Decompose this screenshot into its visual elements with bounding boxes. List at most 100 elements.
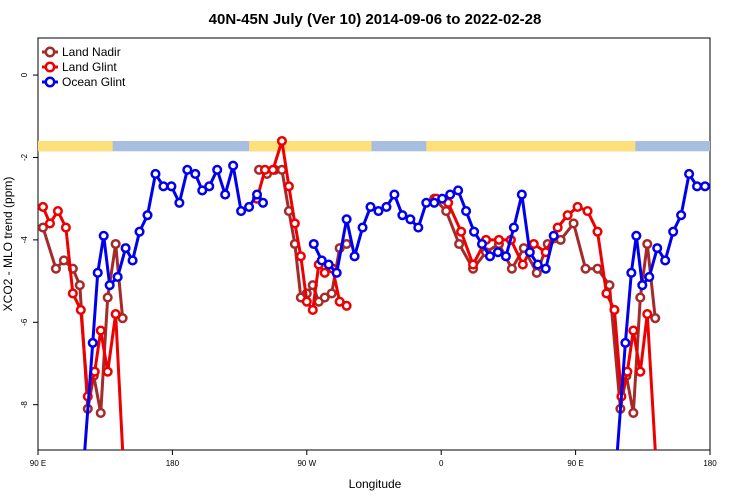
- data-point: [95, 407, 106, 418]
- data-point: [628, 407, 639, 418]
- x-tick-label: 180: [166, 459, 180, 468]
- data-point: [251, 189, 263, 200]
- data-point: [38, 201, 49, 212]
- strip-land-1: [249, 141, 372, 152]
- data-point: [454, 238, 465, 250]
- data-point: [257, 197, 269, 208]
- x-tick-label: 180: [703, 459, 717, 468]
- data-point: [484, 251, 496, 262]
- y-tick-label: -2: [20, 153, 29, 161]
- data-point: [461, 205, 472, 217]
- data-point: [267, 164, 279, 175]
- data-point: [692, 181, 703, 192]
- data-point: [413, 222, 424, 233]
- data-point: [357, 222, 368, 233]
- data-point: [582, 205, 593, 217]
- data-point: [283, 181, 294, 192]
- data-point: [331, 267, 342, 278]
- data-point: [493, 234, 504, 245]
- data-point: [365, 201, 376, 212]
- y-tick-label: -4: [20, 236, 29, 244]
- data-point: [468, 259, 479, 270]
- data-point: [635, 366, 646, 377]
- legend-swatch-marker: [44, 46, 56, 58]
- data-point: [421, 197, 432, 208]
- data-point: [98, 230, 109, 241]
- series-line: [615, 170, 706, 450]
- data-point: [492, 247, 503, 258]
- series-land-nadir: [38, 164, 661, 418]
- data-point: [316, 255, 327, 266]
- data-point: [228, 160, 239, 171]
- data-point: [319, 267, 330, 278]
- data-point: [373, 205, 384, 217]
- data-point: [397, 210, 408, 221]
- data-point: [676, 210, 687, 221]
- data-point: [637, 280, 648, 291]
- data-point: [301, 296, 312, 307]
- legend-item: Land Nadir: [42, 45, 121, 59]
- data-point: [259, 164, 271, 175]
- data-point: [38, 222, 49, 233]
- y-axis-label: XCO2 - MLO trend (ppm): [1, 177, 15, 312]
- data-point: [650, 313, 661, 324]
- data-point: [555, 234, 566, 245]
- y-tick-label: 0: [20, 72, 29, 77]
- legend-item: Land Glint: [42, 60, 117, 74]
- legend-label: Ocean Glint: [62, 75, 126, 89]
- data-point: [572, 201, 583, 212]
- data-point: [87, 337, 98, 348]
- data-point: [441, 205, 452, 217]
- x-axis-label: Longitude: [349, 477, 402, 491]
- data-point: [644, 271, 655, 283]
- data-point: [562, 210, 573, 221]
- data-point: [142, 210, 153, 221]
- y-tick-label: -6: [20, 318, 29, 326]
- data-point: [134, 226, 145, 237]
- strip-land-0: [38, 141, 113, 152]
- data-point: [660, 255, 671, 266]
- data-point: [197, 185, 208, 196]
- strip-ocean: [38, 141, 710, 152]
- plot-area: [37, 37, 711, 451]
- data-point: [58, 255, 69, 266]
- data-point: [516, 189, 527, 200]
- data-point: [117, 313, 128, 324]
- data-point: [524, 247, 535, 258]
- data-point: [506, 263, 517, 274]
- data-point: [166, 181, 177, 192]
- data-point: [635, 292, 646, 303]
- data-point: [50, 263, 61, 274]
- series-layer: [38, 135, 710, 450]
- data-point: [308, 238, 319, 250]
- data-point: [323, 259, 334, 270]
- data-point: [626, 267, 637, 278]
- data-point: [548, 230, 559, 241]
- data-point: [500, 251, 511, 262]
- x-tick-label: 90 E: [30, 459, 46, 468]
- data-point: [276, 135, 287, 147]
- data-point: [517, 259, 528, 270]
- data-point: [508, 222, 519, 233]
- data-point: [469, 226, 480, 237]
- data-point: [528, 238, 539, 250]
- x-tick-label: 0: [439, 459, 444, 468]
- data-point: [74, 280, 85, 291]
- data-point: [437, 193, 448, 204]
- data-point: [609, 304, 620, 315]
- data-point: [112, 271, 123, 283]
- data-point: [174, 197, 185, 208]
- data-point: [204, 181, 215, 192]
- data-point: [150, 168, 161, 180]
- land-ocean-strip: [38, 141, 710, 152]
- data-point: [60, 222, 71, 233]
- x-tick-label: 90 W: [297, 459, 316, 468]
- data-point: [699, 181, 710, 192]
- data-point: [631, 230, 642, 241]
- data-point: [552, 222, 563, 233]
- legend-swatch-marker: [44, 76, 56, 88]
- data-point: [102, 366, 113, 377]
- chart-title: 40N-45N July (Ver 10) 2014-09-06 to 2022…: [209, 11, 542, 28]
